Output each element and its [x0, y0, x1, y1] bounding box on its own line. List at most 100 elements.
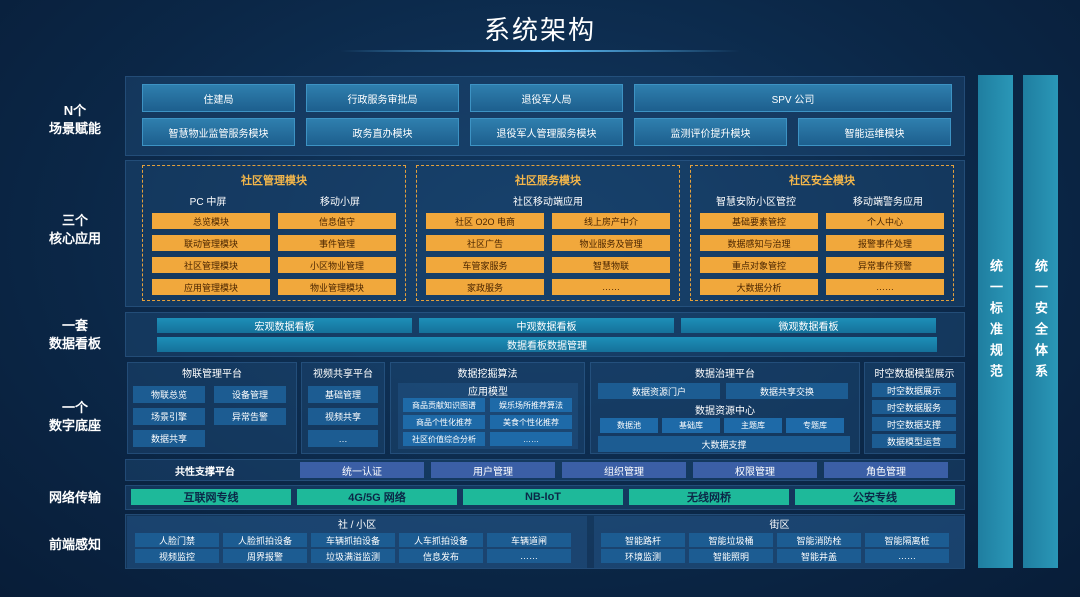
core-app-item: 社区广告: [426, 235, 544, 251]
core-app-subtitle: 移动端警务应用: [853, 196, 923, 208]
core-app-item: 应用管理模块: [152, 279, 270, 295]
street-device: 智能消防栓: [777, 533, 861, 547]
data-library: 数据池: [600, 418, 658, 433]
model-item: 商品个性化推荐: [403, 415, 485, 429]
security-bar: 统一安全体系: [1023, 75, 1058, 568]
dashboard-management: 数据看板数据管理: [157, 337, 937, 352]
street-device: 智能路杆: [601, 533, 685, 547]
community-device: 垃圾满溢监测: [311, 549, 395, 563]
layer-label: 网络传输: [48, 489, 101, 505]
community-title: 社 / 小区: [337, 520, 377, 531]
model-item: 商品贡献知识图谱: [403, 398, 485, 412]
iot-item: 异常告警: [214, 408, 286, 425]
layer-label: 场景赋能: [48, 120, 101, 136]
data-library: 专题库: [786, 418, 844, 433]
core-app-item: 异常事件预警: [826, 257, 944, 273]
core-app-item: 物业服务及管理: [552, 235, 670, 251]
community-device: 周界报警: [223, 549, 307, 563]
spatial-item: 时空数据服务: [872, 400, 956, 414]
iot-item: 场景引擎: [133, 408, 205, 425]
core-app-item: 社区管理模块: [152, 257, 270, 273]
scenario-item: 退役军人局: [470, 84, 623, 112]
community-device: 信息发布: [399, 549, 483, 563]
scenario-module: 政务直办模块: [306, 118, 459, 146]
core-app-item: 个人中心: [826, 213, 944, 229]
community-device: 车辆抓拍设备: [311, 533, 395, 547]
governance-item: 数据资源门户: [598, 383, 720, 399]
scenario-item: 行政服务审批局: [306, 84, 459, 112]
street-device: 智能隔离桩: [865, 533, 949, 547]
scenario-module: 退役军人管理服务模块: [470, 118, 623, 146]
common-title: 共性支撑平台: [175, 466, 235, 478]
community-device: 视频监控: [135, 549, 219, 563]
core-app-item: 小区物业管理: [278, 257, 396, 273]
dashboard-board: 宏观数据看板: [157, 318, 412, 333]
governance-title: 数据治理平台: [695, 368, 755, 380]
core-app-subtitle: 智慧安防小区管控: [716, 196, 796, 208]
data-library: 主题库: [724, 418, 782, 433]
model-item: 美食个性化推荐: [490, 415, 572, 429]
core-app-box: [142, 165, 406, 301]
core-app-item: 基础要素管控: [700, 213, 818, 229]
video-item: 基础管理: [308, 386, 378, 403]
core-app-item: 车管家服务: [426, 257, 544, 273]
layer-label: 核心应用: [48, 230, 101, 246]
common-item: 权限管理: [693, 462, 817, 478]
community-device: ……: [487, 549, 571, 563]
video-title: 视频共享平台: [313, 368, 373, 380]
iot-item: 数据共享: [133, 430, 205, 447]
iot-item: 设备管理: [214, 386, 286, 403]
scenario-item: SPV 公司: [634, 84, 952, 112]
dashboard-board: 中观数据看板: [419, 318, 674, 333]
spatial-item: 时空数据支撑: [872, 417, 956, 431]
mining-title: 数据挖掘算法: [457, 368, 518, 380]
core-app-item: 家政服务: [426, 279, 544, 295]
layer-label: 前端感知: [48, 536, 101, 552]
core-app-item: 社区 O2O 电商: [426, 213, 544, 229]
model-item: ……: [490, 432, 572, 446]
street-device: 环境监测: [601, 549, 685, 563]
dashboard-board: 微观数据看板: [681, 318, 936, 333]
scenario-item: 住建局: [142, 84, 295, 112]
layer-label: 三个: [61, 212, 88, 228]
core-app-title: 社区安全模块: [789, 175, 855, 187]
layer-label: 一个: [61, 399, 88, 415]
network-item: 互联网专线: [131, 489, 291, 505]
core-app-item: 物业管理模块: [278, 279, 396, 295]
video-item: …: [308, 430, 378, 447]
core-app-title: 社区管理模块: [241, 175, 307, 187]
community-device: 人脸抓拍设备: [223, 533, 307, 547]
page-title: 系统架构: [483, 14, 596, 45]
core-app-item: 报警事件处理: [826, 235, 944, 251]
street-title: 街区: [769, 520, 790, 531]
governance-center: 数据资源中心: [695, 405, 755, 417]
data-library: 基础库: [662, 418, 720, 433]
governance-item: 数据共享交换: [726, 383, 848, 399]
layer-label: 数据看板: [48, 335, 101, 351]
core-app-subtitle: 移动小屏: [320, 196, 360, 208]
core-app-item: 线上房产中介: [552, 213, 670, 229]
network-item: 无线网桥: [629, 489, 789, 505]
core-app-item: 联动管理模块: [152, 235, 270, 251]
community-device: 人车抓拍设备: [399, 533, 483, 547]
scenario-module: 监测评价提升模块: [634, 118, 787, 146]
spatial-item: 数据模型运营: [872, 434, 956, 448]
layer-label: N个: [63, 102, 87, 118]
video-item: 视频共享: [308, 408, 378, 425]
community-device: 人脸门禁: [135, 533, 219, 547]
network-item: 4G/5G 网络: [297, 489, 457, 505]
big-data-support: 大数据支撑: [598, 436, 850, 452]
spatial-title: 时空数据模型展示: [874, 368, 955, 380]
core-app-item: ……: [826, 279, 944, 295]
street-device: 智能照明: [689, 549, 773, 563]
common-item: 用户管理: [431, 462, 555, 478]
layer-label: 一套: [61, 317, 88, 333]
scenario-module: 智慧物业监管服务模块: [142, 118, 295, 146]
common-item: 统一认证: [300, 462, 424, 478]
core-app-item: 重点对象管控: [700, 257, 818, 273]
spatial-item: 时空数据展示: [872, 383, 956, 397]
common-item: 组织管理: [562, 462, 686, 478]
core-app-item: 数据感知与治理: [700, 235, 818, 251]
network-item: NB-IoT: [463, 489, 623, 505]
